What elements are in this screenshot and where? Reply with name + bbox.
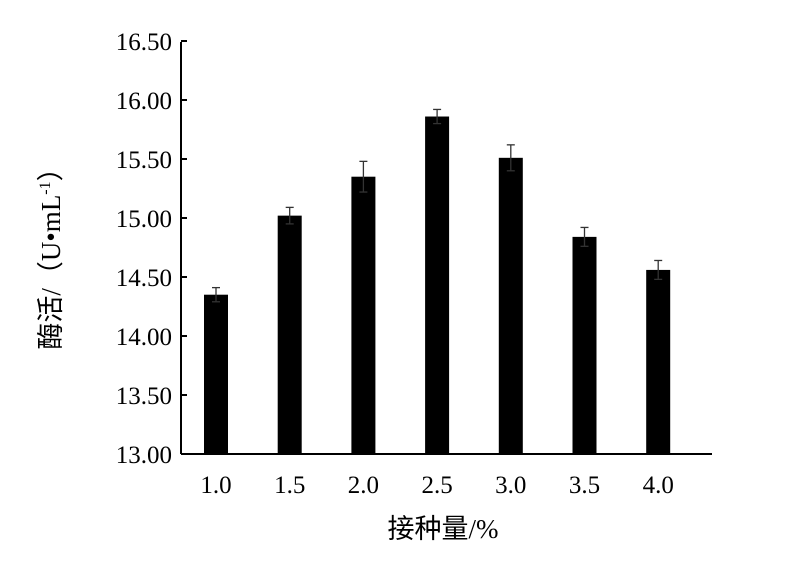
error-bar — [359, 160, 368, 193]
y-tick-label: 16.00 — [116, 88, 172, 115]
error-bar — [212, 286, 220, 303]
bar — [351, 176, 376, 454]
bar — [646, 269, 671, 454]
y-axis-label: 酶活/（U•mL-1） — [36, 154, 66, 349]
x-tick-label: 1.0 — [200, 472, 231, 499]
y-tick-label: 15.00 — [116, 206, 172, 233]
error-bar — [285, 206, 294, 225]
bar — [277, 215, 302, 454]
y-tick-label: 14.50 — [116, 265, 172, 292]
bar — [572, 236, 597, 454]
error-bar — [433, 108, 442, 125]
y-axis-label-end: ） — [36, 154, 66, 181]
y-tick-label: 16.50 — [116, 29, 172, 56]
bar — [425, 116, 450, 455]
x-tick-label: 2.0 — [348, 472, 379, 499]
x-tick-label: 2.5 — [421, 472, 452, 499]
error-bar — [506, 144, 515, 172]
x-tick-label: 4.0 — [643, 472, 674, 499]
x-axis-label: 接种量/% — [388, 514, 499, 544]
y-tick-label: 13.00 — [116, 442, 172, 469]
x-tick-label: 3.5 — [569, 472, 600, 499]
error-bar — [654, 259, 663, 281]
error-bar — [580, 226, 589, 247]
x-tick-label: 1.5 — [274, 472, 305, 499]
y-tick-label: 13.50 — [116, 383, 172, 410]
bar — [498, 157, 523, 454]
y-tick-label: 14.00 — [116, 324, 172, 351]
bar — [204, 294, 228, 454]
y-tick-label: 15.50 — [116, 147, 172, 174]
y-axis-label-superscript: -1 — [37, 181, 54, 194]
x-tick-label: 3.0 — [495, 472, 526, 499]
